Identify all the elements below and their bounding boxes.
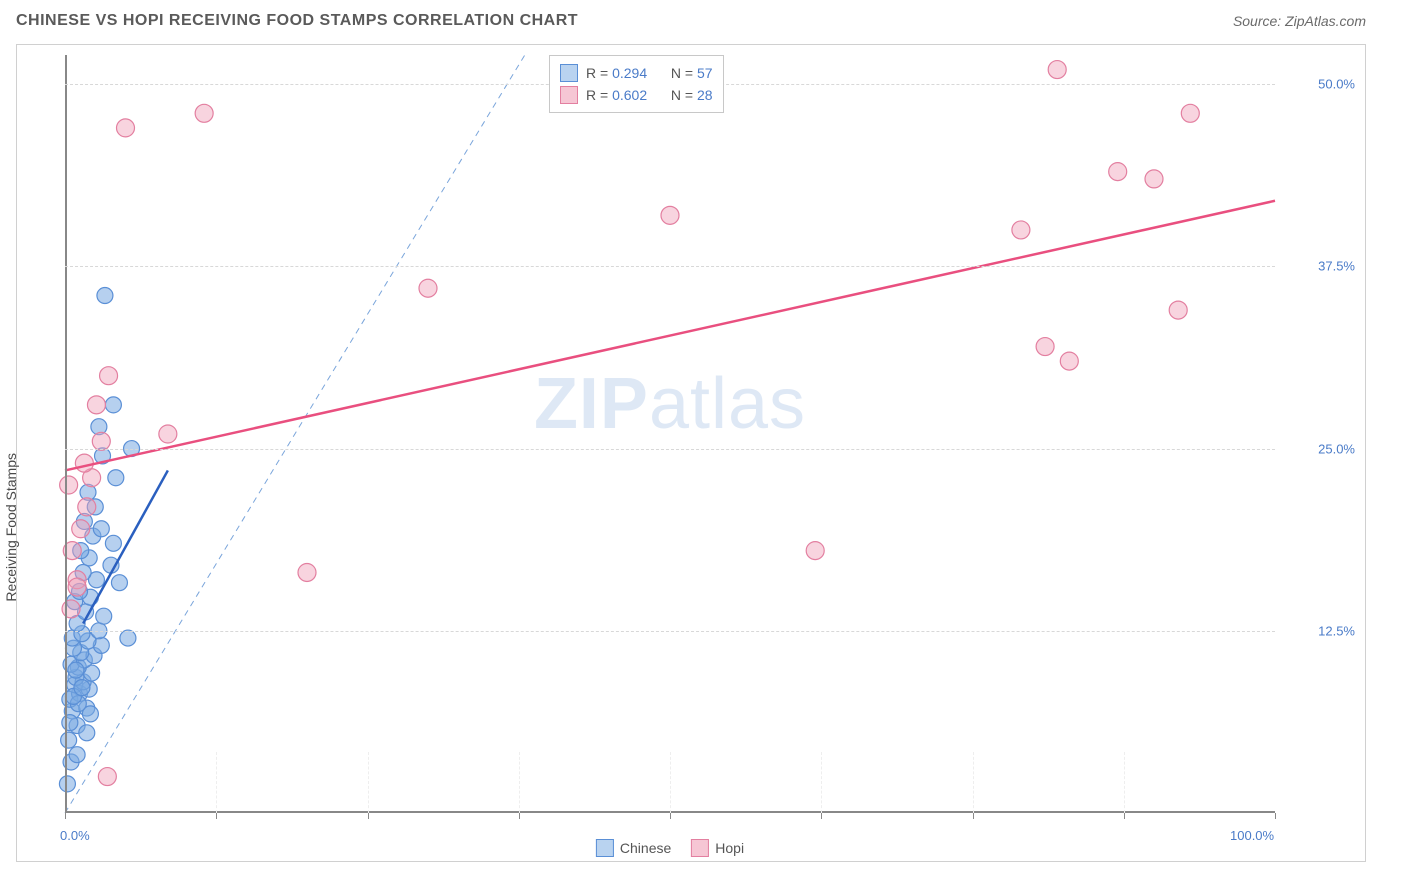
data-point [1169,301,1187,319]
data-point [68,662,84,678]
data-point [108,470,124,486]
data-point [1145,170,1163,188]
plot-region: ZIPatlas R = 0.294 N = 57 R = 0.602 N = … [65,55,1275,813]
x-tick-mark [65,813,66,819]
chart-area: Receiving Food Stamps ZIPatlas R = 0.294… [16,44,1366,862]
x-tick-mark [1124,813,1125,819]
data-point [1012,221,1030,239]
chart-title: CHINESE VS HOPI RECEIVING FOOD STAMPS CO… [16,12,578,30]
data-point [98,768,116,786]
legend-series-label: Hopi [715,840,744,856]
data-point [69,747,85,763]
legend-n-label: N = 57 [671,65,713,81]
x-tick-label: 100.0% [1230,828,1274,843]
x-tick-mark [973,813,974,819]
gridline-v [216,752,217,813]
data-point [87,396,105,414]
data-point [72,520,90,538]
scatter-svg [65,55,1275,813]
gridline-v [670,752,671,813]
data-point [105,397,121,413]
data-point [93,521,109,537]
data-point [120,630,136,646]
x-tick-mark [519,813,520,819]
legend-series-item: Hopi [691,839,744,857]
legend-n-label: N = 28 [671,87,713,103]
data-point [75,454,93,472]
y-axis [65,55,67,813]
x-tick-mark [670,813,671,819]
gridline-v [1124,752,1125,813]
data-point [74,680,90,696]
gridline-v [519,752,520,813]
data-point [117,119,135,137]
data-point [419,279,437,297]
data-point [61,732,77,748]
x-tick-mark [216,813,217,819]
data-point [1109,163,1127,181]
stats-legend: R = 0.294 N = 57 R = 0.602 N = 28 [549,55,724,113]
data-point [59,776,75,792]
gridline-h [65,449,1275,450]
data-point [1181,104,1199,122]
data-point [97,288,113,304]
legend-r-label: R = 0.294 [586,65,647,81]
data-point [298,563,316,581]
data-point [96,608,112,624]
legend-swatch [560,86,578,104]
legend-swatch [691,839,709,857]
source-label: Source: ZipAtlas.com [1233,13,1366,29]
gridline-v [368,752,369,813]
x-tick-mark [821,813,822,819]
data-point [100,367,118,385]
gridline-h [65,266,1275,267]
y-tick-label: 25.0% [1318,441,1355,456]
data-point [195,104,213,122]
data-point [159,425,177,443]
y-axis-label: Receiving Food Stamps [3,453,19,602]
data-point [79,725,95,741]
data-point [806,542,824,560]
gridline-v [821,752,822,813]
data-point [1048,61,1066,79]
legend-r-label: R = 0.602 [586,87,647,103]
data-point [68,578,86,596]
legend-swatch [596,839,614,857]
y-tick-label: 12.5% [1318,623,1355,638]
y-tick-label: 37.5% [1318,259,1355,274]
data-point [1036,338,1054,356]
x-tick-mark [1275,813,1276,819]
legend-series-label: Chinese [620,840,671,856]
gridline-v [973,752,974,813]
legend-stats-row: R = 0.294 N = 57 [560,62,713,84]
data-point [1060,352,1078,370]
data-point [78,498,96,516]
data-point [661,206,679,224]
x-tick-mark [368,813,369,819]
series-legend: Chinese Hopi [596,839,744,857]
data-point [105,535,121,551]
legend-series-item: Chinese [596,839,671,857]
gridline-h [65,631,1275,632]
legend-swatch [560,64,578,82]
data-point [111,575,127,591]
y-tick-label: 50.0% [1318,77,1355,92]
x-tick-label: 0.0% [60,828,90,843]
data-point [60,476,78,494]
legend-stats-row: R = 0.602 N = 28 [560,84,713,106]
